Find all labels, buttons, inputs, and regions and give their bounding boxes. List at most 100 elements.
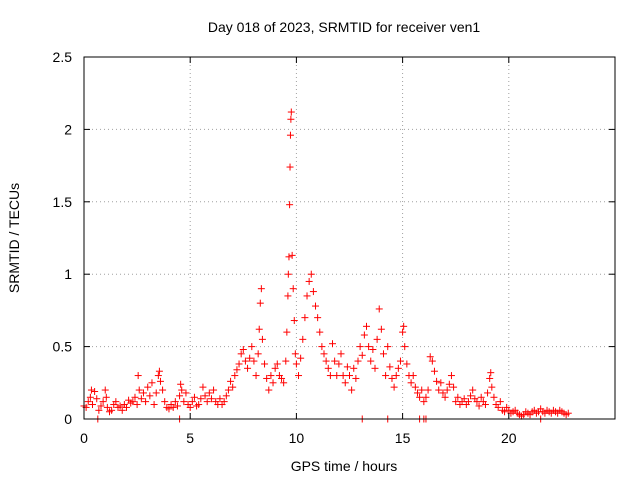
data-point [331,357,339,365]
data-point [284,270,292,278]
data-point [445,380,453,388]
data-point [86,393,94,401]
data-point [233,366,241,374]
data-point [102,393,110,401]
data-point [286,201,294,209]
data-point [165,405,173,413]
data-point [488,383,496,391]
data-point [150,401,158,409]
data-point [326,372,334,380]
data-point [220,398,228,406]
data-point [295,372,303,380]
data-point [424,386,432,394]
data-point [261,360,269,368]
chart-title: Day 018 of 2023, SRMTID for receiver ven… [208,19,481,35]
data-point [379,350,387,358]
data-point [386,363,394,371]
data-point [99,398,107,406]
data-point [382,372,390,380]
data-point [441,393,449,401]
data-point [101,386,109,394]
data-point [203,398,211,406]
data-point [437,379,445,387]
data-point [350,364,358,372]
data-point [396,357,404,365]
data-point [337,350,345,358]
data-point [186,403,194,411]
data-point [159,386,167,394]
data-point [278,374,286,382]
y-tick-labels: 0 0.5 1 1.5 2 2.5 [53,49,73,427]
data-point [312,302,320,310]
data-point [460,395,468,403]
data-point [235,360,243,368]
data-point [139,389,147,397]
data-point [267,372,275,380]
data-point [399,328,407,336]
data-point [390,383,398,391]
x-axis-label: GPS time / hours [291,458,398,474]
data-point [250,357,258,365]
data-point [428,357,436,365]
data-point [283,328,291,336]
data-point [231,372,239,380]
data-point [263,374,271,382]
data-point [205,389,213,397]
data-point [88,401,96,409]
data-point [409,372,417,380]
data-point [341,379,349,387]
data-point [467,392,475,400]
data-point [144,383,152,391]
data-point [494,403,502,411]
data-point [384,343,392,351]
data-point [373,335,381,343]
y-axis-label: SRMTID / TECUs [6,183,22,293]
data-point [84,398,92,406]
data-point [284,292,292,300]
data-point [358,351,366,359]
data-point [188,398,196,406]
data-point [475,402,483,410]
data-point [87,386,95,394]
data-point [195,401,203,409]
data-point [286,131,294,139]
data-point [246,354,254,362]
y-tick-label: 2.5 [53,49,73,65]
data-point [367,357,375,365]
data-point [469,386,477,394]
data-point [146,392,154,400]
axis-ticks [83,56,615,420]
data-point [484,389,492,397]
data-point [339,372,347,380]
data-point [197,395,205,403]
plot-frame [83,56,616,420]
data-point [256,299,264,307]
grid [84,57,615,419]
data-point [324,364,332,372]
data-point [335,360,343,368]
data-point [177,380,185,388]
data-point [224,386,232,394]
data-point [343,363,351,371]
data-point [473,398,481,406]
data-point [477,393,485,401]
data-point [316,328,324,336]
data-point [352,374,360,382]
data-point [487,369,495,377]
data-point [252,372,260,380]
data-point [180,398,188,406]
data-point [91,387,99,395]
data-point [411,383,419,391]
data-point [155,367,163,375]
data-point [137,395,145,403]
data-point [422,393,430,401]
data-point [354,357,362,365]
data-point [156,377,164,385]
data-point [142,398,150,406]
data-point [287,108,295,116]
data-point [360,331,368,339]
data-point [418,386,426,394]
data-point [322,357,330,365]
x-tick-label: 15 [395,430,411,446]
data-point [486,374,494,382]
